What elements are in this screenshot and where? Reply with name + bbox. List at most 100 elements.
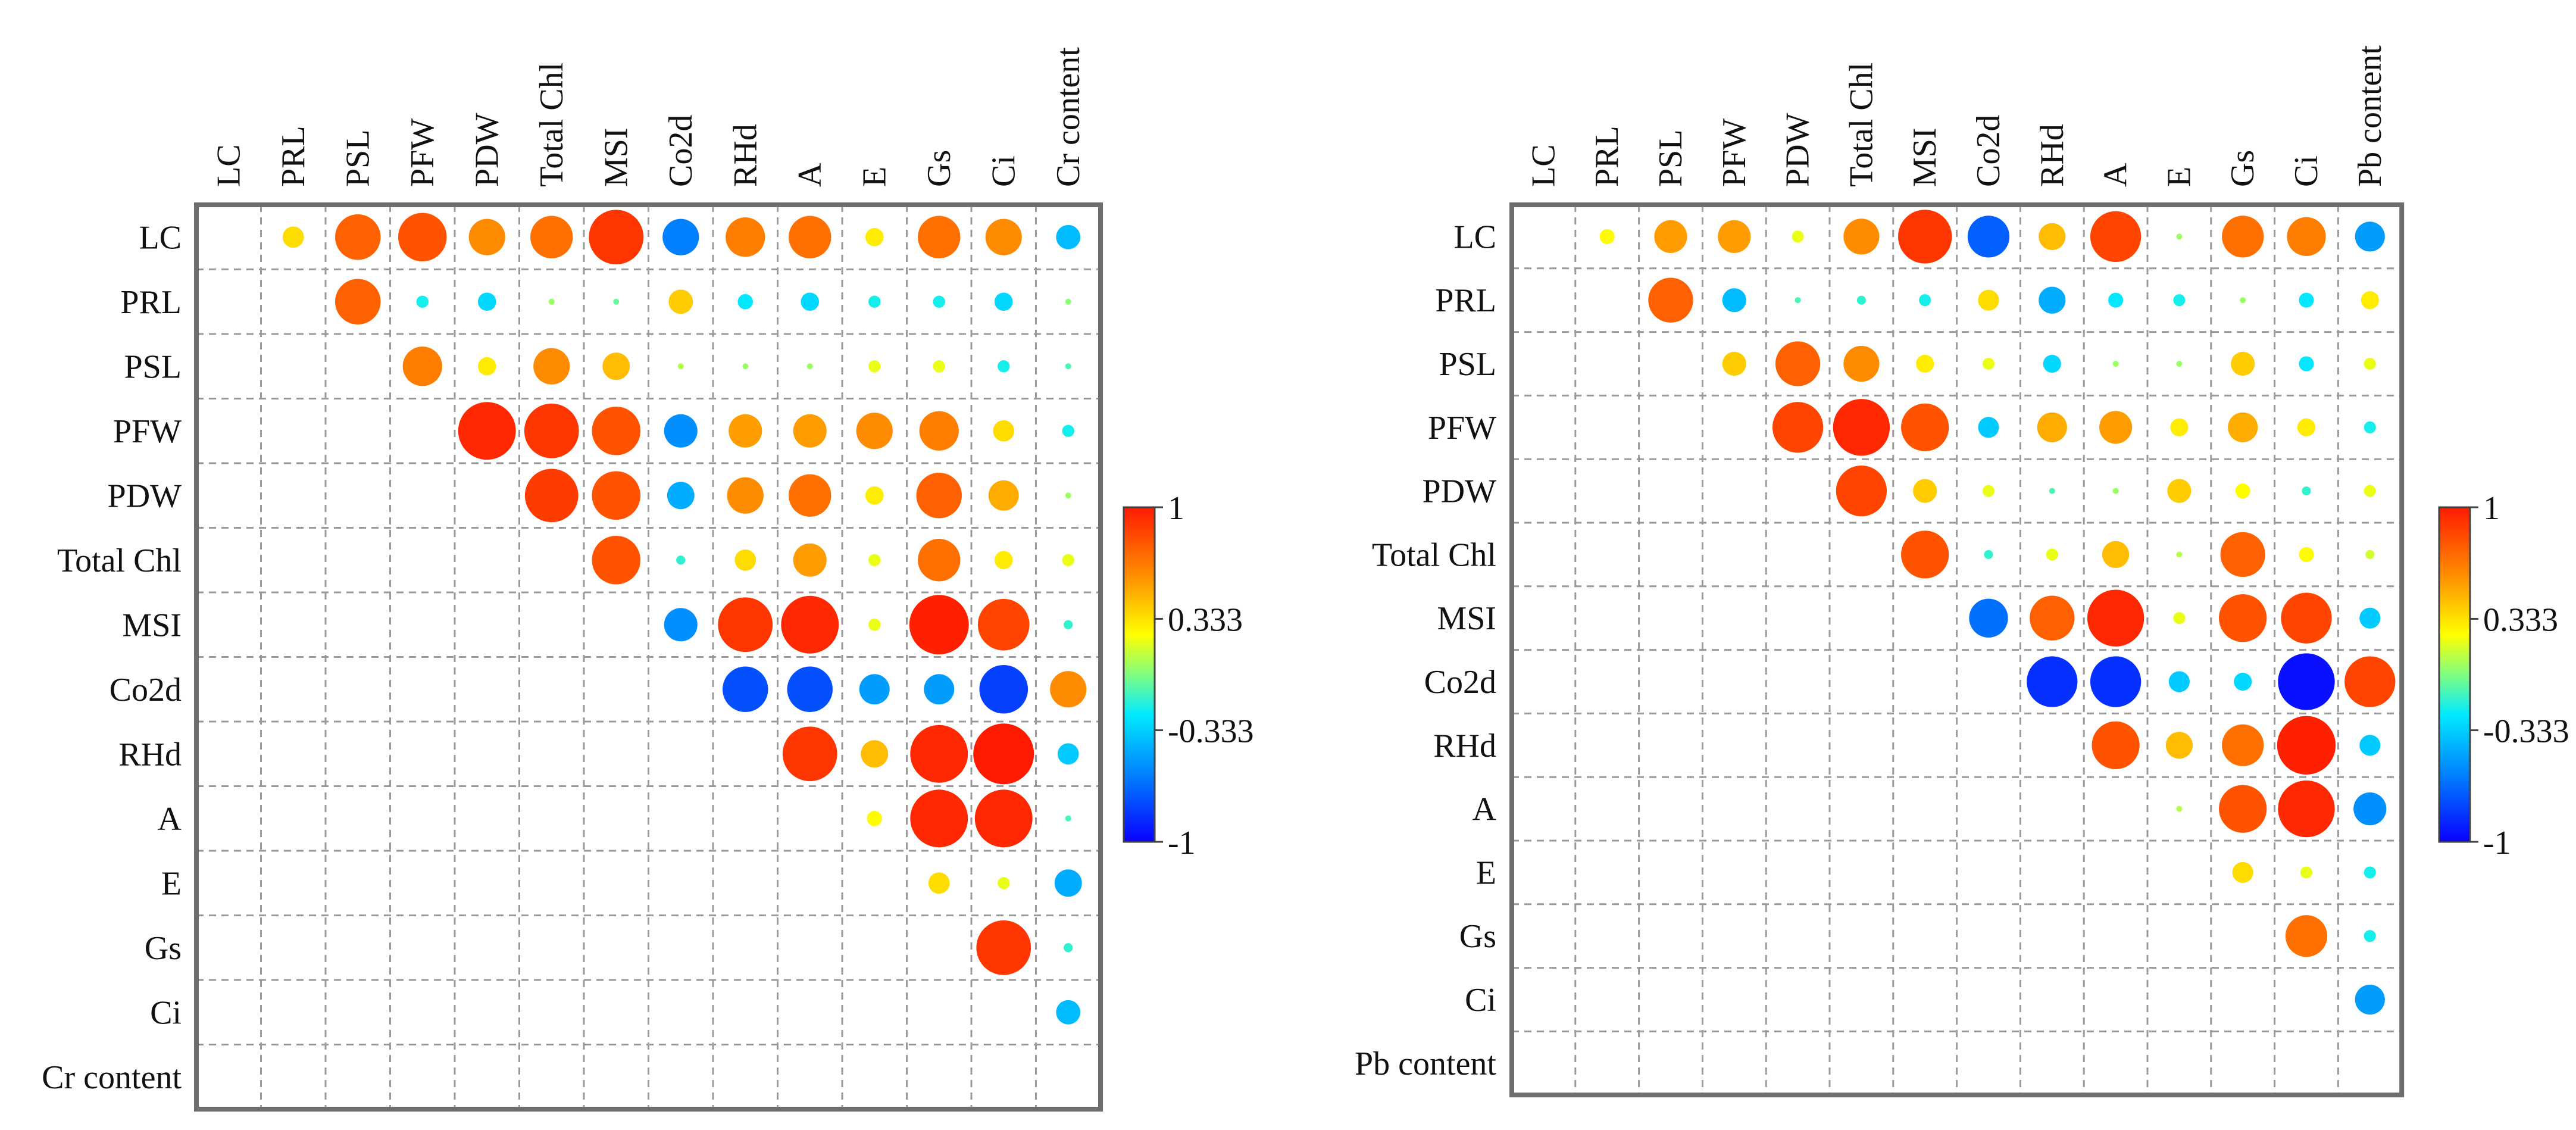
corr-panel-1: LC PRL PSL PFW PDW Total Chl MSI Co2d RHd A E Gs Ci C… (42, 47, 1254, 1112)
corr-circle-pfw-total-chl (1833, 399, 1890, 456)
corr-panel-2: LC PRL PSL PFW PDW Total Chl MSI Co2d RHd A E Gs Ci P… (1355, 45, 2569, 1098)
corr-circle-gs-cr-content (1064, 943, 1073, 953)
corr-circle-pfw-e (2170, 418, 2189, 436)
row-label: Gs (1459, 918, 1496, 955)
column-label: Co2d (662, 115, 699, 187)
corr-circle-msi-pb-content (2359, 607, 2381, 629)
column-label: PRL (1589, 126, 1625, 187)
row-label: PFW (113, 413, 182, 450)
corr-circle-pdw-e (865, 486, 884, 505)
column-label: MSI (1906, 127, 1943, 187)
column-label: Total Chl (533, 63, 570, 187)
corr-circle-prl-pdw (1795, 297, 1801, 304)
corr-circle-prl-co2d (1978, 289, 1999, 311)
corr-circle-pfw-ci (2297, 418, 2316, 436)
corr-circle-pdw-rhd (2049, 488, 2055, 494)
corr-circle-pfw-total-chl (524, 403, 579, 458)
corr-circle-msi-ci (977, 598, 1030, 651)
corr-circle-lc-pb-content (2355, 221, 2385, 252)
row-label: Gs (145, 930, 182, 967)
corr-circle-psl-msi (602, 352, 630, 380)
corr-circle-prl-gs (933, 295, 945, 308)
column-label: E (856, 167, 893, 187)
corr-circle-gs-ci (976, 920, 1031, 975)
colorbar-tick-label: 0.333 (2483, 601, 2558, 638)
corr-circle-psl-e (2176, 361, 2183, 367)
row-label: E (1476, 854, 1496, 891)
row-label: Cr content (42, 1059, 182, 1096)
corr-circle-prl-psl (1648, 277, 1693, 323)
column-label: Pb content (2352, 45, 2389, 187)
corr-circle-lc-e (865, 227, 884, 246)
row-label: Co2d (110, 672, 182, 708)
corr-circle-msi-rhd (2030, 595, 2075, 641)
corr-circle-rhd-a (782, 726, 837, 782)
corr-circle-a-e (2176, 806, 2183, 812)
corr-circle-rhd-gs (2222, 724, 2264, 766)
corr-circle-pfw-gs (919, 411, 959, 451)
column-label: RHd (2034, 124, 2071, 187)
corr-circle-a-gs (2219, 785, 2267, 833)
corr-circle-prl-rhd (737, 294, 753, 310)
corr-circle-pfw-e (856, 413, 893, 449)
corr-circle-co2d-rhd (723, 666, 768, 712)
corr-circle-psl-ci (2299, 356, 2314, 372)
corr-circle-pdw-total-chl (1836, 465, 1887, 517)
corr-circle-pfw-rhd (729, 414, 762, 448)
row-label: PSL (124, 348, 182, 385)
column-label: PFW (1716, 118, 1753, 187)
corr-circle-total-chl-gs (918, 539, 961, 582)
corr-circle-prl-pfw (1722, 288, 1746, 313)
row-label: RHd (118, 736, 182, 773)
column-label: PFW (404, 118, 441, 187)
corr-circle-prl-total-chl (548, 298, 555, 305)
corr-circle-rhd-gs (910, 725, 968, 783)
corr-circle-msi-e (868, 619, 881, 631)
corr-circle-psl-gs (2231, 351, 2255, 376)
corr-circle-co2d-e (859, 674, 890, 705)
corr-circle-prl-rhd (2039, 286, 2066, 314)
corr-circle-total-chl-a (793, 543, 827, 577)
column-label: A (2097, 163, 2134, 187)
colorbar (1124, 507, 1155, 842)
corr-circle-prl-total-chl (1856, 295, 1866, 305)
colorbar-tick-label: -0.333 (2483, 713, 2569, 750)
corr-circle-pdw-co2d (1982, 485, 1995, 497)
corr-circle-a-ci (2278, 780, 2335, 838)
corr-circle-msi-a (2087, 589, 2144, 647)
corr-circle-lc-total-chl (1843, 218, 1880, 255)
corr-circle-lc-pdw (1792, 230, 1804, 243)
corr-circle-lc-ci (985, 218, 1022, 255)
corr-circle-msi-ci (2281, 592, 2332, 644)
column-label: PRL (275, 126, 312, 187)
row-label: PDW (1423, 473, 1497, 510)
corr-circle-pdw-ci (2302, 486, 2311, 496)
corr-circle-msi-e (2173, 612, 2186, 625)
colorbar-border (1123, 506, 1156, 843)
corr-circle-lc-co2d (662, 218, 699, 255)
corr-circle-total-chl-e (2176, 551, 2183, 558)
column-label: Gs (921, 150, 958, 187)
row-label: MSI (1437, 600, 1496, 637)
corr-circle-msi-cr-content (1064, 620, 1073, 629)
corr-circle-psl-msi (1916, 354, 1934, 373)
corr-circle-pdw-rhd (727, 477, 764, 514)
corr-circle-e-ci (998, 877, 1010, 889)
colorbar-tick-label: -1 (2483, 825, 2511, 861)
corr-circle-lc-cr-content (1056, 224, 1081, 249)
corr-circle-total-chl-ci (2299, 547, 2314, 562)
corr-circle-prl-co2d (668, 289, 693, 314)
corr-circle-co2d-gs (2234, 672, 2252, 691)
corr-circle-lc-psl (335, 214, 381, 260)
row-label: LC (139, 219, 182, 256)
row-label: MSI (122, 607, 182, 644)
corr-circle-psl-a (2112, 361, 2119, 367)
corr-circle-prl-pdw (477, 292, 496, 311)
column-label: PDW (468, 113, 505, 187)
corr-circle-co2d-gs (924, 674, 955, 705)
corr-circle-psl-e (868, 360, 881, 373)
corr-circle-total-chl-cr-content (1062, 554, 1074, 566)
corr-circle-co2d-cr-content (1050, 671, 1087, 708)
